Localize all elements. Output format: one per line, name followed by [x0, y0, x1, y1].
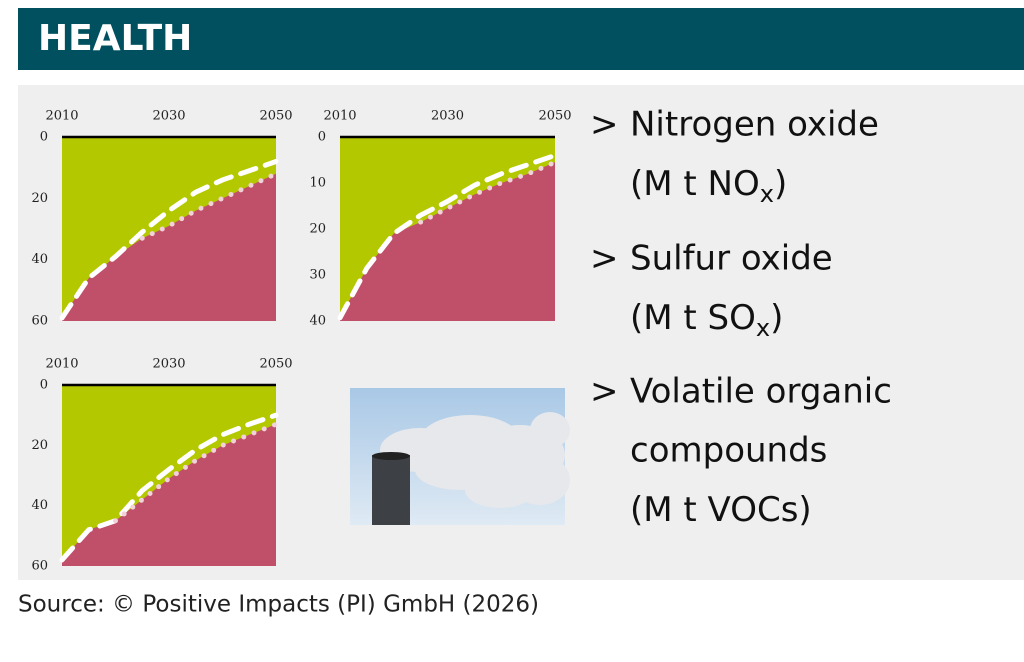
x-tick-label: 2010 [323, 109, 356, 124]
dashed-line [59, 412, 279, 563]
y-tick-label: 40 [309, 314, 326, 329]
y-tick-label: 20 [309, 222, 326, 237]
x-tick-label: 2030 [431, 109, 464, 124]
item-unit: (M t NOx) [630, 164, 787, 209]
y-tick-label: 10 [309, 176, 326, 191]
item-name: Nitrogen oxide [630, 105, 879, 145]
y-tick-label: 20 [31, 191, 48, 206]
dotted-line [139, 171, 279, 241]
unit-subscript: x [756, 314, 770, 342]
unit-text: ) [770, 298, 783, 338]
y-tick-label: 0 [40, 130, 48, 145]
item-name: Sulfur oxide [630, 239, 833, 279]
unit-text: (M t NO [630, 164, 760, 204]
y-tick-label: 40 [31, 252, 48, 267]
photo [350, 388, 570, 525]
x-tick-label: 2030 [152, 109, 185, 124]
item-name: compounds [630, 431, 827, 471]
x-tick-label: 2050 [259, 357, 292, 372]
header-title: HEALTH [38, 18, 192, 59]
y-tick-label: 40 [31, 498, 48, 513]
x-tick-label: 2050 [259, 109, 292, 124]
x-tick-label: 2050 [538, 109, 571, 124]
x-tick-label: 2010 [45, 357, 78, 372]
bullet-marker: > [590, 105, 619, 145]
x-tick-label: 2010 [45, 109, 78, 124]
area-below [62, 173, 276, 321]
dotted-line [113, 421, 279, 524]
item-unit: (M t VOCs) [630, 490, 812, 530]
y-tick-label: 0 [318, 130, 326, 145]
area-below [340, 162, 555, 321]
y-tick-label: 0 [40, 378, 48, 393]
y-tick-label: 20 [31, 438, 48, 453]
item-name: Volatile organic [630, 372, 892, 412]
unit-text: (M t SO [630, 298, 756, 338]
y-tick-label: 30 [309, 268, 326, 283]
dotted-line [418, 159, 558, 225]
unit-subscript: x [760, 180, 774, 208]
y-tick-label: 60 [31, 559, 48, 574]
header-bar [18, 8, 1024, 70]
item-unit: (M t SOx) [630, 298, 783, 343]
unit-text: ) [774, 164, 787, 204]
area-below [62, 424, 276, 566]
unit-text: (M t VOCs) [630, 490, 812, 530]
dashed-line [337, 152, 558, 321]
y-tick-label: 60 [31, 314, 48, 329]
source: Source: © Positive Impacts (PI) GmbH (20… [18, 592, 539, 618]
bullet-marker: > [590, 239, 619, 279]
dashed-line [59, 159, 279, 321]
bullet-marker: > [590, 372, 619, 412]
x-tick-label: 2030 [152, 357, 185, 372]
